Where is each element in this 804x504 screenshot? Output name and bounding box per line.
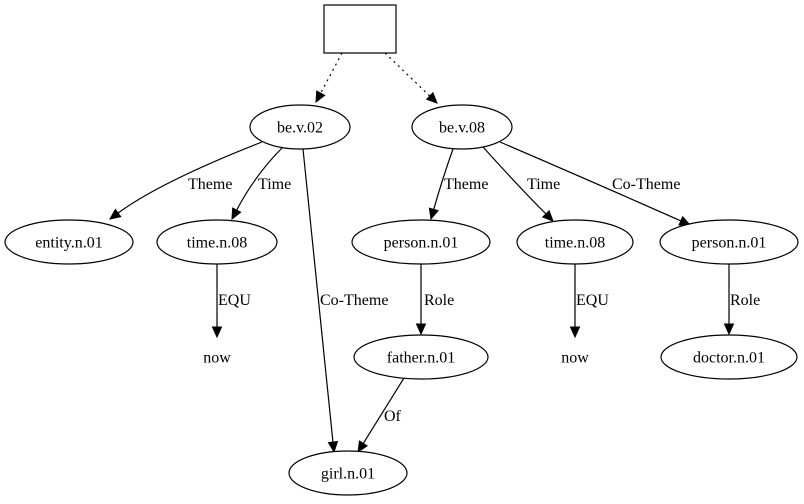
- edge-person2-doctor: Role: [723, 264, 760, 336]
- edge-label: Role: [424, 292, 454, 309]
- edge-label: Co-Theme: [320, 292, 388, 309]
- edge-be02-entity: Theme: [109, 141, 263, 220]
- node-ellipse: [351, 219, 491, 265]
- edge-line: [116, 141, 263, 215]
- edge-label: Theme: [188, 176, 232, 193]
- edge-line: [302, 148, 334, 444]
- edge-label: Theme: [444, 176, 488, 193]
- node-time2: time.n.08: [516, 219, 634, 265]
- edge-be08-time2: Time: [482, 146, 560, 222]
- node-ellipse: [660, 334, 798, 380]
- node-label: now: [203, 350, 231, 367]
- arrowhead: [231, 207, 242, 221]
- edge-time1-now1: EQU: [211, 264, 251, 339]
- edge-line: [384, 52, 431, 98]
- arrowhead: [109, 208, 122, 220]
- node-doctor: doctor.n.01: [660, 334, 798, 380]
- arrowhead: [723, 323, 735, 336]
- edge-time2-now2: EQU: [569, 264, 609, 339]
- node-father: father.n.01: [353, 334, 489, 380]
- node-box: [323, 4, 397, 54]
- edge-line: [499, 141, 683, 222]
- edge-label: EQU: [218, 292, 251, 309]
- node-label: person.n.01: [384, 235, 459, 252]
- node-label: girl.n.01: [321, 466, 375, 483]
- edge-be02-girl: Co-Theme: [302, 148, 388, 454]
- node-time1: time.n.08: [156, 219, 278, 265]
- node-girl: girl.n.01: [288, 450, 408, 496]
- node-be08: be.v.08: [411, 104, 513, 150]
- edge-line: [482, 146, 548, 216]
- node-ellipse: [4, 219, 134, 265]
- arrowhead: [327, 441, 339, 454]
- node-be02: be.v.02: [249, 104, 351, 150]
- node-label: time.n.08: [187, 235, 247, 252]
- arrowhead: [357, 440, 369, 454]
- node-person1: person.n.01: [351, 219, 491, 265]
- edge-line: [235, 147, 283, 212]
- edge-label: Time: [258, 176, 291, 193]
- node-label: now: [561, 350, 589, 367]
- edge-label: EQU: [576, 292, 609, 309]
- edge-label: Of: [384, 408, 402, 425]
- arrowhead: [428, 207, 439, 221]
- node-label: be.v.08: [439, 120, 485, 137]
- edge-label: Time: [527, 176, 560, 193]
- node-ellipse: [411, 104, 513, 150]
- node-label: entity.n.01: [35, 235, 102, 252]
- node-root: [323, 4, 397, 54]
- edge-label: Co-Theme: [612, 176, 680, 193]
- edge-label: Role: [730, 292, 760, 309]
- node-label: be.v.02: [277, 120, 323, 137]
- node-now1: now: [203, 350, 231, 367]
- node-ellipse: [249, 104, 351, 150]
- edge-line: [319, 52, 343, 95]
- edge-be02-time1: Time: [231, 147, 291, 221]
- node-ellipse: [156, 219, 278, 265]
- edge-root-be02: [315, 52, 343, 104]
- node-person2: person.n.01: [659, 219, 799, 265]
- node-label: person.n.01: [692, 235, 767, 252]
- edge-person1-father: Role: [415, 264, 454, 336]
- node-now2: now: [561, 350, 589, 367]
- arrowhead: [415, 323, 427, 336]
- edges-layer: Theme Time Co-Theme Theme Time Co-Theme EQU Rol…: [109, 52, 760, 454]
- arrowhead: [211, 326, 223, 339]
- nodes-layer: be.v.02 be.v.08 entity.n.01 time.n.08 person…: [4, 4, 799, 496]
- node-label: doctor.n.01: [693, 350, 765, 367]
- arrowhead: [541, 209, 554, 222]
- arrowhead: [425, 91, 438, 104]
- node-ellipse: [659, 219, 799, 265]
- edge-root-be08: [384, 52, 438, 104]
- edge-line: [362, 377, 405, 445]
- node-ellipse: [353, 334, 489, 380]
- node-label: time.n.08: [545, 235, 605, 252]
- node-ellipse: [288, 450, 408, 496]
- edge-line: [432, 148, 454, 211]
- node-label: father.n.01: [387, 350, 455, 367]
- node-entity: entity.n.01: [4, 219, 134, 265]
- arrowhead: [315, 90, 326, 104]
- edge-father-girl: Of: [357, 377, 405, 454]
- node-ellipse: [516, 219, 634, 265]
- arrowhead: [569, 326, 581, 339]
- edge-be08-person1: Theme: [428, 148, 488, 221]
